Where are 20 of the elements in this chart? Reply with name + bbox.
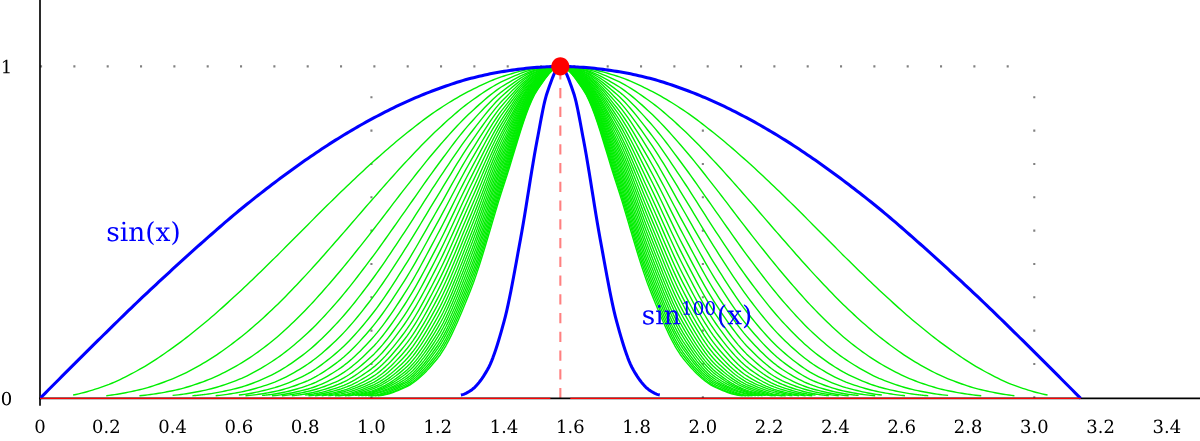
x-tick-label: 0.6 xyxy=(225,419,253,434)
x-tick-label: 2.4 xyxy=(822,419,849,434)
x-tick-label: 0 xyxy=(35,419,45,434)
x-tick-label: 0.8 xyxy=(291,419,319,434)
x-tick-label: 3.4 xyxy=(1153,419,1181,434)
x-tick-label: 1.4 xyxy=(491,419,518,434)
x-tick-label: 2.6 xyxy=(888,419,915,434)
x-tick-label: 2.2 xyxy=(756,419,782,434)
x-tick-label: 2.0 xyxy=(689,419,717,434)
x-tick-label: 1.0 xyxy=(359,419,385,434)
y-tick-label: 1 xyxy=(2,59,10,74)
x-tick-label: 0.2 xyxy=(93,419,119,434)
x-tick-label: 1.2 xyxy=(425,419,451,434)
x-tick-label: 3.2 xyxy=(1087,419,1114,434)
x-tick-label: 2.8 xyxy=(954,419,982,434)
x-tick-label: 1.6 xyxy=(558,419,584,434)
series-label: sin(x) xyxy=(107,221,179,246)
x-tick-label: 1.8 xyxy=(624,419,650,434)
x-tick-label: 0.4 xyxy=(159,419,187,434)
x-tick-label: 3.0 xyxy=(1021,419,1048,434)
